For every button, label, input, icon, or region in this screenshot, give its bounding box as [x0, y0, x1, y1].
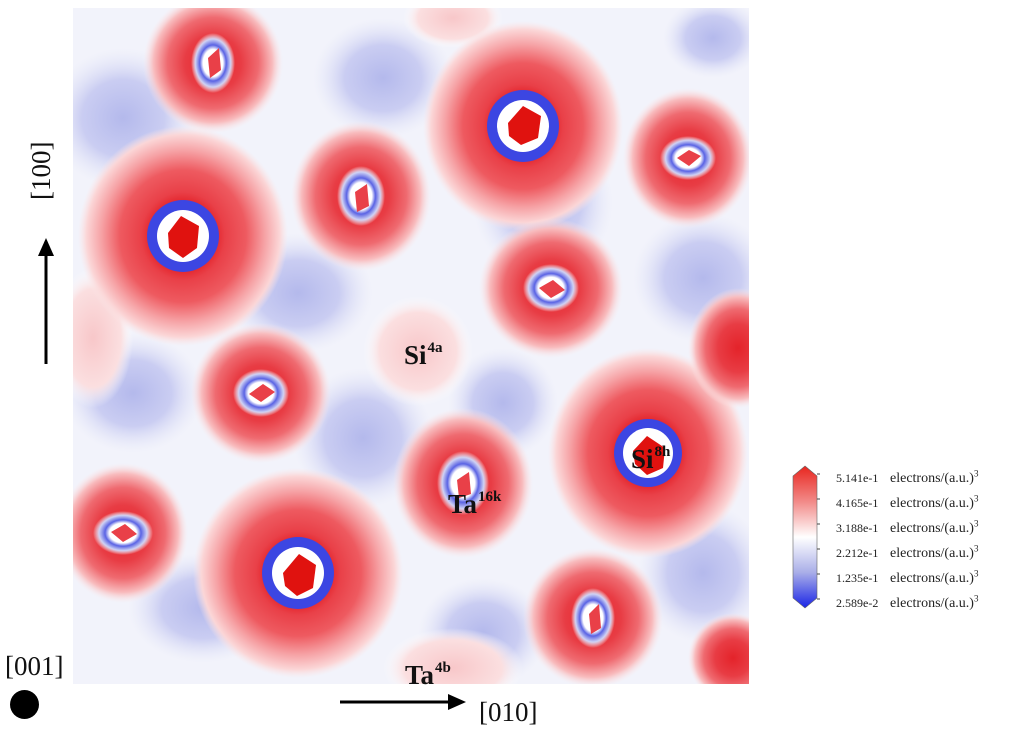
legend-row-6: 2.589e-2 electrons/(a.u.)3: [836, 593, 978, 612]
atom-centres: [111, 48, 701, 634]
legend-value-5: 1.235e-1: [836, 570, 879, 585]
label-ta-16k-sup: 16k: [478, 489, 502, 505]
view-direction-dot-icon: [10, 690, 39, 719]
label-ta-4b-sup: 4b: [435, 660, 451, 676]
legend-unit-power-2: 3: [973, 493, 979, 503]
horizontal-arrow-icon: [340, 694, 466, 710]
label-si-8h-base: Si: [631, 444, 654, 474]
legend-unit-2: electrons/(a.u.)3: [890, 493, 979, 511]
legend-row-5: 1.235e-1 electrons/(a.u.)3: [836, 568, 978, 587]
vertical-arrow-icon: [38, 238, 54, 364]
legend-unit-text-4: electrons/(a.u.): [890, 545, 974, 561]
legend-unit-5: electrons/(a.u.)3: [890, 568, 979, 586]
legend-value-2: 4.165e-1: [836, 495, 879, 510]
legend-unit-power-1: 3: [973, 468, 979, 478]
legend-unit-power-4: 3: [973, 543, 979, 553]
legend-unit-text-2: electrons/(a.u.): [890, 495, 974, 511]
legend-unit-4: electrons/(a.u.)3: [890, 543, 979, 561]
legend-unit-power-3: 3: [973, 518, 979, 528]
legend-row-1: 5.141e-1 electrons/(a.u.)3: [836, 468, 978, 487]
label-si-8h: Si8h: [631, 444, 670, 475]
legend-unit-text-3: electrons/(a.u.): [890, 520, 974, 536]
legend-row-2: 4.165e-1 electrons/(a.u.)3: [836, 493, 978, 512]
label-ta-4b-base: Ta: [405, 660, 435, 690]
legend-unit-6: electrons/(a.u.)3: [890, 593, 979, 611]
charge-density-map: [73, 8, 749, 684]
legend-unit-text-6: electrons/(a.u.): [890, 595, 974, 611]
legend-colorbar: [792, 465, 820, 609]
label-ta-16k-base: Ta: [448, 489, 478, 519]
label-si-4a-sup: 4a: [427, 340, 443, 356]
legend-value-3: 3.188e-1: [836, 520, 879, 535]
axis-label-vertical: [100]: [26, 141, 56, 200]
legend-unit-text-5: electrons/(a.u.): [890, 570, 974, 586]
color-legend: 5.141e-1 electrons/(a.u.)3 4.165e-1 electr…: [790, 462, 1020, 612]
legend-unit-text-1: electrons/(a.u.): [890, 470, 974, 486]
view-direction-label: [001]: [5, 651, 64, 681]
legend-row-3: 3.188e-1 electrons/(a.u.)3: [836, 518, 978, 537]
legend-unit-power-5: 3: [973, 568, 979, 578]
label-si-4a: Si4a: [404, 340, 443, 371]
label-ta-16k: Ta16k: [448, 489, 501, 520]
legend-row-4: 2.212e-1 electrons/(a.u.)3: [836, 543, 978, 562]
legend-value-6: 2.589e-2: [836, 595, 879, 610]
label-si-4a-base: Si: [404, 340, 427, 370]
legend-unit-power-6: 3: [973, 593, 979, 603]
label-si-8h-sup: 8h: [654, 444, 671, 460]
axis-label-horizontal: [010]: [479, 697, 538, 727]
label-ta-4b: Ta4b: [405, 660, 451, 691]
legend-unit-1: electrons/(a.u.)3: [890, 468, 979, 486]
legend-value-1: 5.141e-1: [836, 470, 879, 485]
legend-value-4: 2.212e-1: [836, 545, 879, 560]
legend-unit-3: electrons/(a.u.)3: [890, 518, 979, 536]
